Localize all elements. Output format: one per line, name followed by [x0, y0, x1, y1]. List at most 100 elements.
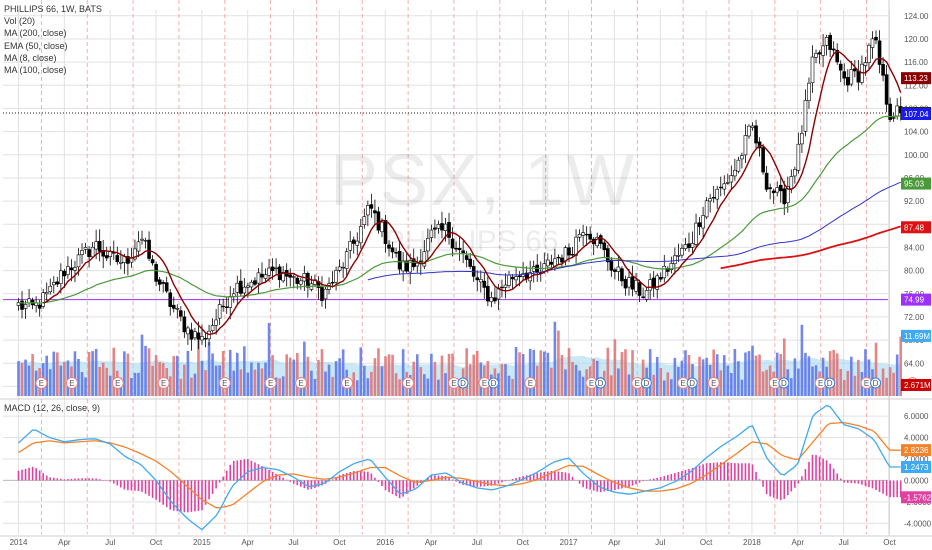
volume-tag: 11.69M	[904, 332, 930, 341]
candle-body	[563, 247, 568, 262]
macd-histogram-bar	[197, 480, 200, 511]
chart-title[interactable]: PHILLIPS 66, 1W, BATS	[4, 4, 102, 14]
candle-body	[422, 251, 427, 267]
macd-histogram-bar	[204, 480, 207, 505]
macd-histogram-bar	[67, 479, 69, 481]
macd-tick-label: 6.0000	[904, 412, 929, 421]
dividend-marker-label: D	[598, 379, 604, 388]
price-tag: 74.99	[904, 296, 925, 305]
macd-histogram-bar	[88, 478, 90, 481]
macd-histogram-bar	[268, 469, 270, 481]
macd-histogram-bar	[511, 478, 514, 481]
volume-bar	[518, 352, 521, 396]
macd-histogram-bar	[695, 466, 697, 481]
volume-bar	[105, 367, 109, 396]
legend-ma200[interactable]: MA (200, close)	[4, 28, 67, 39]
earnings-marker-label: E	[482, 379, 487, 388]
volume-bar	[546, 352, 550, 396]
macd-histogram-bar	[617, 480, 620, 490]
volume-bar	[846, 370, 850, 396]
legend-vol[interactable]: Vol (20)	[4, 16, 36, 27]
price-tag-bg	[901, 293, 931, 306]
candle-body	[800, 133, 804, 145]
candle-body	[291, 276, 296, 278]
dividend-marker-icon	[488, 377, 500, 389]
volume-bar	[140, 334, 144, 396]
earnings-marker-icon	[264, 377, 277, 389]
legend-ma100[interactable]: MA (100, close)	[4, 65, 67, 76]
volume-bar	[652, 374, 655, 396]
candle-body	[299, 280, 303, 285]
volume-bar	[253, 369, 257, 396]
volume-bar	[130, 377, 133, 396]
volume-bar	[761, 371, 765, 396]
candle-body	[810, 56, 815, 84]
volume-bar	[885, 377, 888, 396]
price-tag: 113.23	[904, 74, 928, 83]
volume-bar	[437, 379, 440, 396]
earnings-marker-icon	[65, 377, 78, 389]
macd-histogram-bar	[296, 480, 299, 486]
volume-bar	[895, 354, 899, 396]
price-tag-bg	[901, 221, 931, 234]
candle-body	[228, 296, 233, 308]
volume-bar	[359, 347, 363, 396]
time-tick-label: Apr	[241, 538, 254, 547]
volume-tag-bg	[901, 329, 931, 342]
volume-bar	[204, 370, 207, 396]
macd-histogram-bar	[427, 477, 429, 481]
price-tags: 113.23107.21107.0495.0387.4874.9911.69M2…	[901, 72, 932, 504]
macd-histogram-bar	[285, 479, 288, 481]
volume-bar	[839, 368, 843, 396]
macd-histogram-bar	[822, 458, 824, 481]
macd-histogram-bar	[786, 480, 789, 496]
candle-body	[743, 135, 748, 156]
volume-bar	[24, 359, 27, 396]
macd-histogram-bar	[360, 471, 362, 481]
macd-histogram-bar	[804, 469, 807, 481]
volume-bar	[186, 350, 190, 396]
volume-bar	[419, 367, 423, 396]
candle-body	[376, 211, 381, 231]
macd-histogram-bar	[405, 480, 408, 494]
macd-tag: 1.2473	[904, 463, 929, 472]
volume-bar	[341, 349, 345, 396]
macd-histogram-bar	[871, 480, 874, 489]
candles	[16, 30, 903, 351]
macd-histogram-bar	[878, 480, 881, 492]
macd-histogram-bar	[60, 478, 62, 481]
candle-body	[443, 223, 448, 231]
macd-histogram-bar	[352, 471, 355, 481]
candle-body	[888, 103, 892, 120]
macd-histogram-bar	[631, 480, 634, 486]
candle-body	[154, 264, 158, 282]
candle-body	[824, 36, 829, 46]
dividend-marker-label: D	[827, 379, 833, 388]
volume-bar	[348, 380, 352, 396]
candle-body	[94, 241, 98, 250]
legend-ma8[interactable]: MA (8, close)	[4, 52, 57, 63]
macd-histogram-bar	[892, 480, 895, 498]
candle-body	[874, 36, 878, 41]
candle-body	[108, 251, 113, 257]
volume-bar	[878, 380, 881, 396]
volume-bar	[394, 373, 398, 396]
legend-ema50[interactable]: EMA (50, close)	[4, 40, 68, 51]
macd-histogram-bar	[42, 473, 45, 481]
candle-body	[711, 197, 716, 199]
candle-body	[651, 277, 656, 289]
volume-bar	[698, 356, 701, 396]
macd-tag-bg	[901, 444, 931, 457]
macd-histogram-bar	[35, 468, 37, 481]
candle-body	[768, 187, 772, 190]
candle-body	[577, 233, 582, 238]
macd-legend[interactable]: MACD (12, 26, close, 9)	[4, 403, 101, 413]
dividend-marker-icon	[640, 377, 652, 389]
volume-bar	[303, 341, 306, 396]
volume-bar	[17, 361, 20, 396]
price-tick-label: 116.00	[904, 58, 928, 67]
macd-histogram-bar	[850, 480, 853, 484]
earnings-marker-icon	[218, 377, 231, 389]
volume-bar	[744, 352, 747, 396]
macd-histogram-bar	[536, 473, 539, 481]
